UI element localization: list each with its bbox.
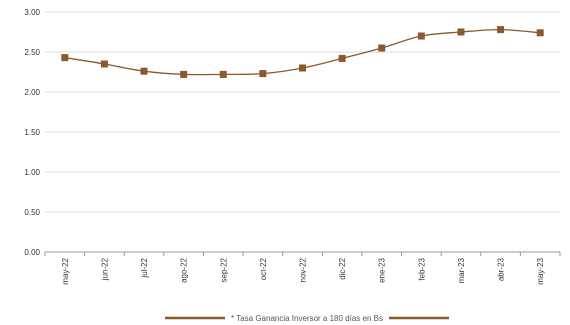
x-tick-label: jun-22 xyxy=(100,257,109,281)
x-tick-label: may-23 xyxy=(536,257,545,284)
y-tick-label: 3.00 xyxy=(24,8,40,17)
data-point xyxy=(100,60,108,68)
legend: * Tasa Ganancia Inversor a 180 días en B… xyxy=(165,314,449,323)
x-tick-label: feb-23 xyxy=(417,257,426,280)
data-point xyxy=(259,70,267,78)
y-tick-label: 2.00 xyxy=(24,88,40,97)
x-tick-label: mar-23 xyxy=(457,257,466,283)
x-tick-label: abr-23 xyxy=(497,257,506,281)
x-tick-label: oct-22 xyxy=(259,257,268,280)
y-tick-label: 2.50 xyxy=(24,48,40,57)
data-point xyxy=(338,54,346,62)
data-point xyxy=(299,64,306,72)
data-point xyxy=(61,54,69,62)
y-tick-label: 1.50 xyxy=(24,128,40,137)
data-point xyxy=(219,70,227,78)
x-tick-label: dic-22 xyxy=(338,257,347,279)
y-tick-label: 0.00 xyxy=(24,248,40,257)
x-tick-label: may-22 xyxy=(61,257,70,284)
x-tick-label: ene-23 xyxy=(378,257,387,282)
x-tick-label: nov-22 xyxy=(299,257,308,282)
data-point xyxy=(417,32,425,40)
x-tick-label: jul-22 xyxy=(140,257,149,278)
gridlines xyxy=(45,11,560,213)
x-tick-label: ago-22 xyxy=(180,257,189,282)
data-point xyxy=(457,28,465,36)
data-point xyxy=(536,29,544,37)
data-point xyxy=(497,26,505,34)
y-axis-ticks: 0.00 0.50 1.00 1.50 2.00 2.50 3.00 xyxy=(24,8,40,257)
y-tick-label: 0.50 xyxy=(24,208,40,217)
data-point xyxy=(140,67,148,75)
series-group xyxy=(61,26,544,78)
legend-label: * Tasa Ganancia Inversor a 180 días en B… xyxy=(231,314,383,323)
x-tick-label: sep-22 xyxy=(219,257,228,282)
x-axis-ticks: may-22 jun-22 jul-22 ago-22 sep-22 oct-22 nov-… xyxy=(44,252,561,285)
data-point xyxy=(180,70,188,78)
data-point xyxy=(378,44,386,52)
y-tick-label: 1.00 xyxy=(24,168,40,177)
